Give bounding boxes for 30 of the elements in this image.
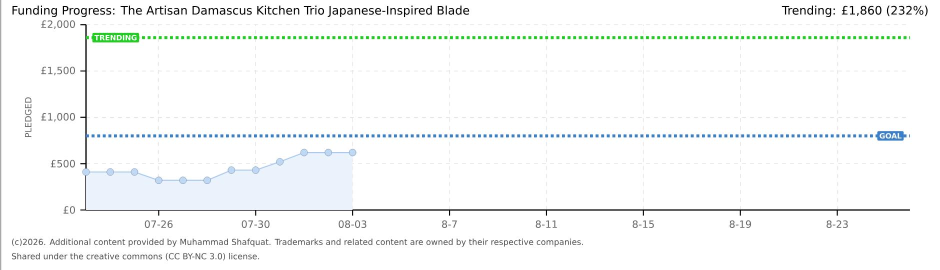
point	[155, 176, 162, 184]
y-tick-label: £2,000	[41, 20, 75, 29]
x-tick-label: 07-26	[144, 220, 173, 228]
chart-subtitle: Trending: £1,860 (232%)	[782, 6, 928, 18]
text: (c)2026. Additional content provided by Muhammad Shafquat. Trademarks and related content are owned by their respective companies.	[12, 238, 583, 247]
x-tick-label: 8-23	[826, 220, 848, 228]
x-tick-label: 8-7	[442, 220, 457, 228]
x-tick-label: 07-30	[242, 220, 270, 228]
x-tick-label: 08-03	[338, 220, 366, 228]
point	[348, 148, 356, 156]
x-tick-label: 8-11	[536, 220, 557, 228]
y-axis-title: PLEDGED	[24, 97, 32, 137]
point	[204, 176, 211, 184]
x-tick-label: 8-15	[632, 220, 654, 228]
y-tick-label: £1,000	[41, 113, 75, 122]
point	[324, 148, 332, 156]
y-tick-label: £0	[64, 206, 75, 214]
point	[276, 158, 284, 166]
text: Shared under the creative commons (CC BY-NC 3.0) license.	[12, 252, 259, 260]
point	[252, 166, 260, 174]
point	[106, 168, 114, 176]
chart-title: Funding Progress: The Artisan Damascus Kitchen Trio Japanese-Inspired Blade	[12, 6, 470, 18]
point	[82, 168, 90, 176]
x-tick-label: 8-19	[730, 220, 752, 228]
point	[228, 166, 236, 174]
point	[300, 148, 308, 156]
point	[179, 176, 187, 184]
point	[130, 168, 138, 176]
y-tick-label: £500	[50, 160, 75, 168]
y-tick-label: £1,500	[41, 66, 75, 76]
